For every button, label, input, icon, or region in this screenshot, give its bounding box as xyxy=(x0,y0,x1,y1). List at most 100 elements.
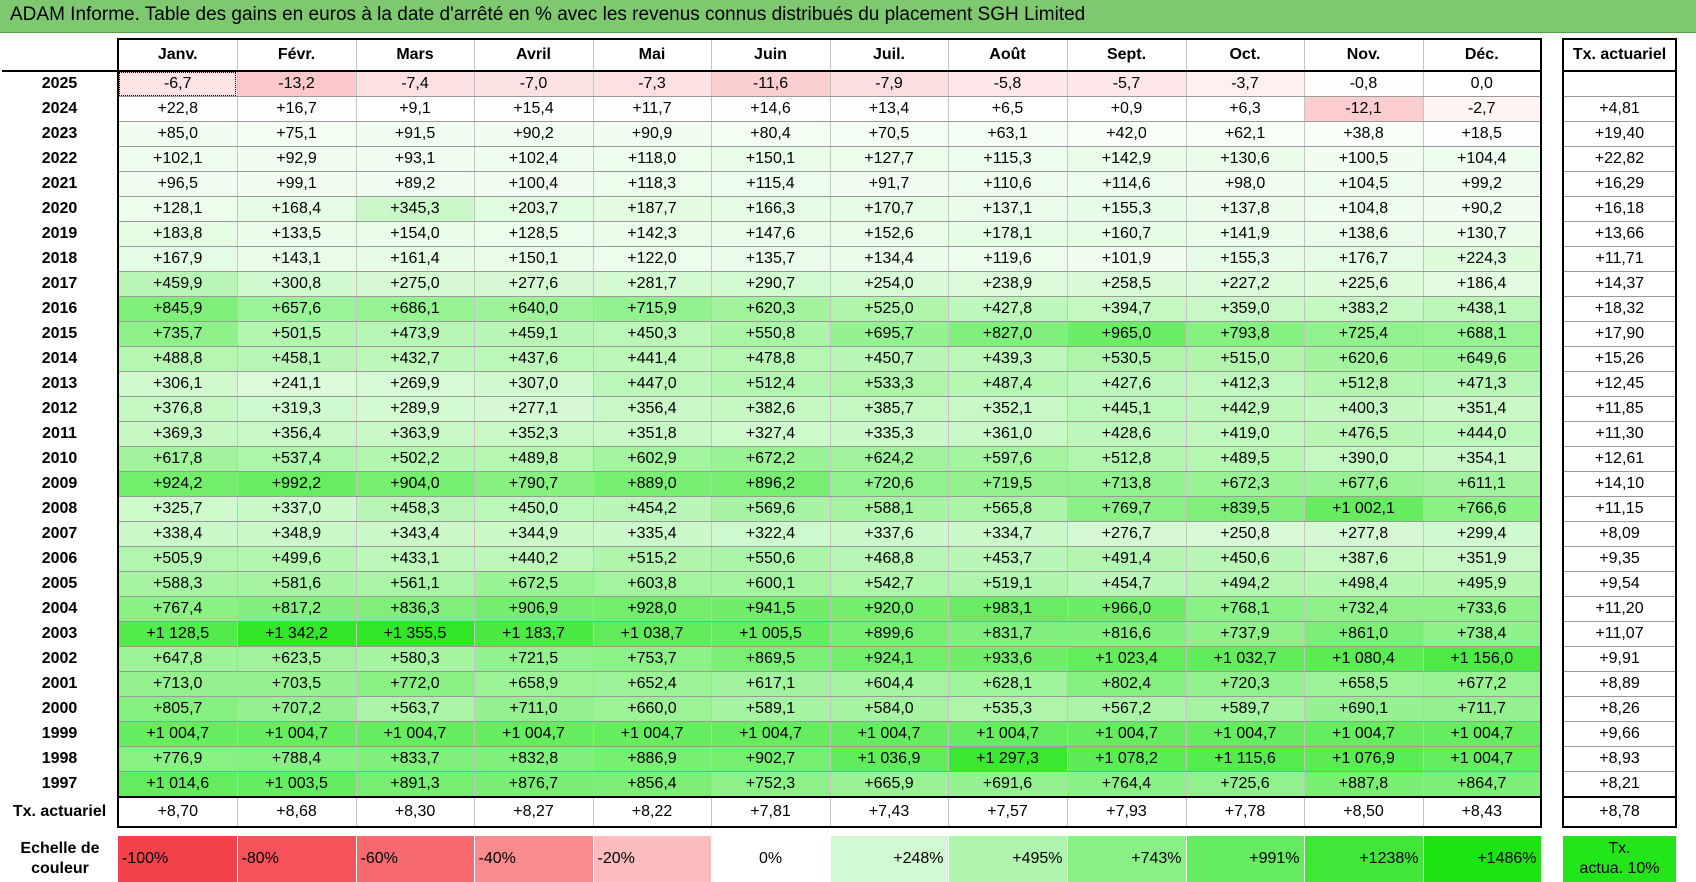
year-cell: 2014 xyxy=(2,346,119,372)
value-cell: +1 038,7 xyxy=(593,621,712,647)
value-cell: +281,7 xyxy=(593,271,712,297)
gap-cell xyxy=(1541,246,1563,272)
value-cell: +535,3 xyxy=(948,696,1068,722)
year-cell: 2021 xyxy=(2,171,119,197)
value-cell: +9,1 xyxy=(356,96,475,122)
value-cell: +772,0 xyxy=(356,671,475,697)
table-row: 1997 +1 014,6 +1 003,5 +891,3 +876,7 +856,4 +7… xyxy=(2,771,1677,798)
value-cell: -7,9 xyxy=(830,71,949,97)
value-cell: +161,4 xyxy=(356,246,475,272)
value-cell: +725,6 xyxy=(1186,771,1305,798)
gap-cell xyxy=(1541,696,1563,722)
rate-cell: +8,93 xyxy=(1562,746,1677,772)
value-cell: +711,0 xyxy=(474,696,594,722)
value-cell: +445,1 xyxy=(1067,396,1187,422)
value-cell: +387,6 xyxy=(1304,546,1424,572)
value-cell: +275,0 xyxy=(356,271,475,297)
value-cell: +1 342,2 xyxy=(237,621,357,647)
value-cell: +597,6 xyxy=(948,446,1068,472)
value-cell: +468,8 xyxy=(830,546,949,572)
year-cell: 2016 xyxy=(2,296,119,322)
year-cell: 2002 xyxy=(2,646,119,672)
value-cell: +904,0 xyxy=(356,471,475,497)
gap-cell xyxy=(1541,221,1563,247)
year-cell: 2012 xyxy=(2,396,119,422)
color-scale-swatch: -20% xyxy=(593,836,712,882)
gap-cell xyxy=(1541,71,1563,97)
value-cell: +118,0 xyxy=(593,146,712,172)
value-cell: +322,4 xyxy=(711,521,831,547)
table-row: 2008 +325,7 +337,0 +458,3 +450,0 +454,2 +569,6… xyxy=(2,496,1677,522)
value-cell: +845,9 xyxy=(118,296,238,322)
value-cell: +127,7 xyxy=(830,146,949,172)
table-row: 2003 +1 128,5 +1 342,2 +1 355,5 +1 183,7 +1 0… xyxy=(2,621,1677,647)
value-cell: +833,7 xyxy=(356,746,475,772)
value-cell: +1 297,3 xyxy=(948,746,1068,772)
value-cell: -0,8 xyxy=(1304,71,1424,97)
value-cell: +1 076,9 xyxy=(1304,746,1424,772)
gap-cell xyxy=(1541,146,1563,172)
rate-cell: +9,66 xyxy=(1562,721,1677,747)
footer-value: +8,27 xyxy=(474,796,594,828)
value-cell: +563,7 xyxy=(356,696,475,722)
value-cell: +488,8 xyxy=(118,346,238,372)
year-cell: 2005 xyxy=(2,571,119,597)
value-cell: +1 005,5 xyxy=(711,621,831,647)
value-cell: +115,3 xyxy=(948,146,1068,172)
rate-cell: +9,35 xyxy=(1562,546,1677,572)
value-cell: +338,4 xyxy=(118,521,238,547)
value-cell: +720,6 xyxy=(830,471,949,497)
value-cell: +454,2 xyxy=(593,496,712,522)
value-cell: +450,7 xyxy=(830,346,949,372)
value-cell: +588,3 xyxy=(118,571,238,597)
value-cell: +861,0 xyxy=(1304,621,1424,647)
value-cell: +1 115,6 xyxy=(1186,746,1305,772)
value-cell: +719,5 xyxy=(948,471,1068,497)
rate-cell: +12,45 xyxy=(1562,371,1677,397)
value-cell: +118,3 xyxy=(593,171,712,197)
value-cell: +603,8 xyxy=(593,571,712,597)
value-cell: +11,7 xyxy=(593,96,712,122)
value-cell: +101,9 xyxy=(1067,246,1187,272)
value-cell: -12,1 xyxy=(1304,96,1424,122)
value-cell: +269,9 xyxy=(356,371,475,397)
table-row: 2010 +617,8 +537,4 +502,2 +489,8 +602,9 +672,2… xyxy=(2,446,1677,472)
value-cell: +713,8 xyxy=(1067,471,1187,497)
value-cell: +1 004,7 xyxy=(356,721,475,747)
value-cell: +620,6 xyxy=(1304,346,1424,372)
value-cell: +134,4 xyxy=(830,246,949,272)
year-cell: 2003 xyxy=(2,621,119,647)
value-cell: +167,9 xyxy=(118,246,238,272)
gap-cell xyxy=(1541,836,1563,882)
value-cell: +889,0 xyxy=(593,471,712,497)
table-row: 2015 +735,7 +501,5 +473,9 +459,1 +450,3 +550,8… xyxy=(2,321,1677,347)
value-cell: +0,9 xyxy=(1067,96,1187,122)
value-cell: +707,2 xyxy=(237,696,357,722)
value-cell: +600,1 xyxy=(711,571,831,597)
value-cell: +489,5 xyxy=(1186,446,1305,472)
rate-cell: +15,26 xyxy=(1562,346,1677,372)
value-cell: +277,8 xyxy=(1304,521,1424,547)
value-cell: +581,6 xyxy=(237,571,357,597)
value-cell: +672,3 xyxy=(1186,471,1305,497)
value-cell: -7,3 xyxy=(593,71,712,97)
value-cell: +589,7 xyxy=(1186,696,1305,722)
year-cell: 2000 xyxy=(2,696,119,722)
gap-cell xyxy=(1541,396,1563,422)
value-cell: +254,0 xyxy=(830,271,949,297)
table-row: 2004 +767,4 +817,2 +836,3 +906,9 +928,0 +941,5… xyxy=(2,596,1677,622)
value-cell: +122,0 xyxy=(593,246,712,272)
table-row: 2000 +805,7 +707,2 +563,7 +711,0 +660,0 +589,1… xyxy=(2,696,1677,722)
color-scale-swatch: -80% xyxy=(237,836,357,882)
rate-cell: +14,10 xyxy=(1562,471,1677,497)
value-cell: +225,6 xyxy=(1304,271,1424,297)
month-header: Oct. xyxy=(1186,38,1305,72)
year-cell: 1998 xyxy=(2,746,119,772)
value-cell: +419,0 xyxy=(1186,421,1305,447)
table-row: 2014 +488,8 +458,1 +432,7 +437,6 +441,4 +478,8… xyxy=(2,346,1677,372)
year-cell: 2020 xyxy=(2,196,119,222)
year-cell: 2025 xyxy=(2,71,119,97)
value-cell: +90,9 xyxy=(593,121,712,147)
value-cell: +502,2 xyxy=(356,446,475,472)
color-scale-swatch: -40% xyxy=(474,836,594,882)
